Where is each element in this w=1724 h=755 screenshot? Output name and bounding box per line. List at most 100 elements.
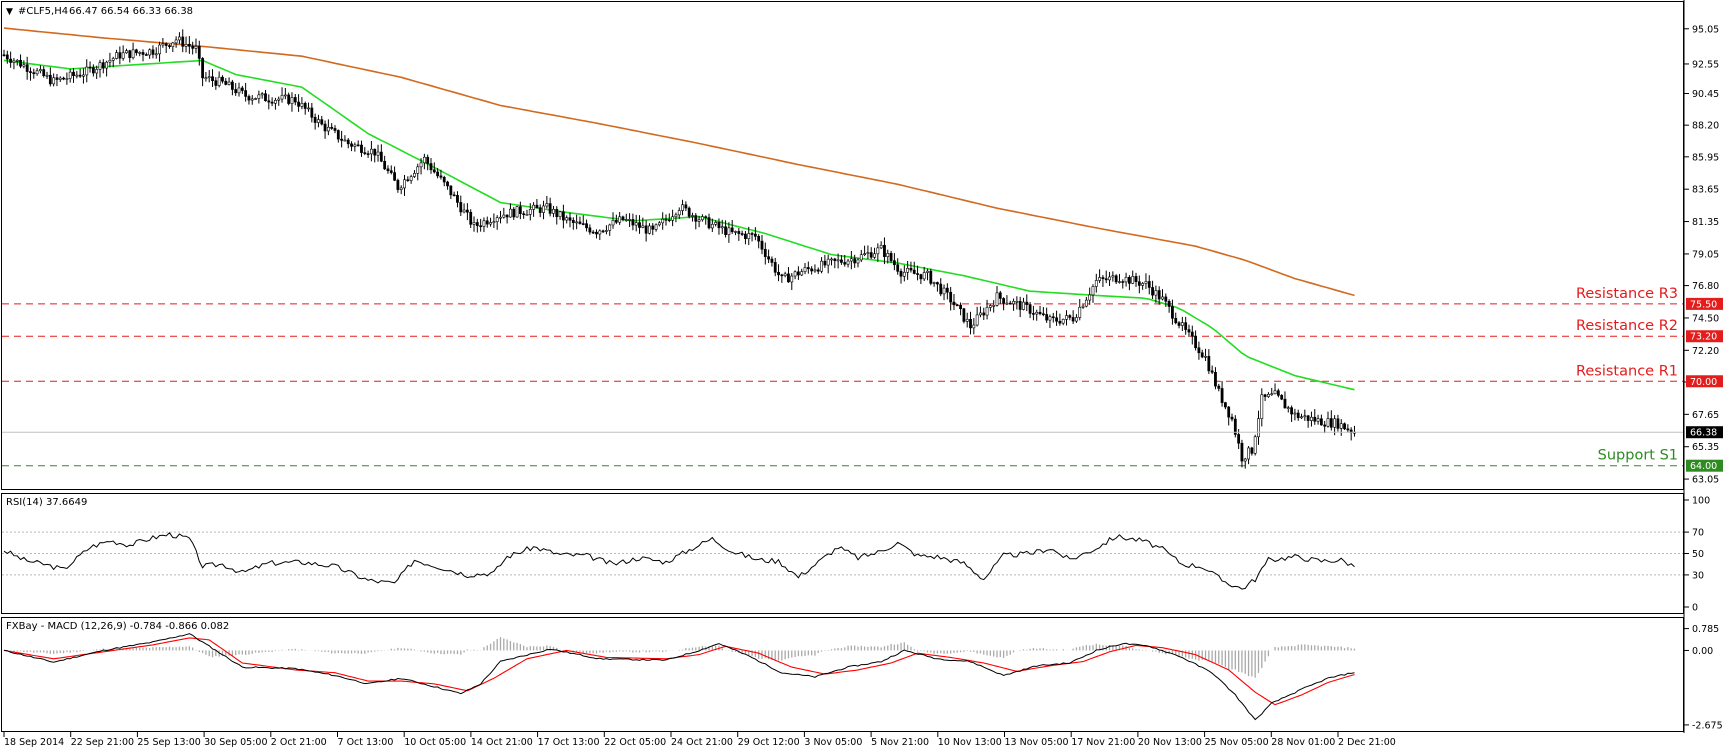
candle-body bbox=[383, 160, 387, 170]
candle-body bbox=[201, 58, 205, 79]
candle-body bbox=[340, 138, 344, 141]
candle-body bbox=[1283, 398, 1287, 409]
macd-tick-label: -2.675 bbox=[1692, 720, 1723, 731]
candle-body bbox=[863, 253, 867, 255]
time-tick-label: 5 Nov 21:00 bbox=[871, 737, 929, 748]
candle-body bbox=[108, 60, 112, 63]
candle-body bbox=[644, 225, 648, 234]
time-axis: 18 Sep 2014 22 Sep 21:00 25 Sep 13:00 30 Se… bbox=[3, 732, 1396, 748]
current-price-label: 66.38 bbox=[1690, 428, 1717, 439]
candle-body bbox=[1167, 300, 1171, 307]
candle-body bbox=[386, 168, 390, 172]
candle-body bbox=[1177, 322, 1181, 326]
candle-body bbox=[1048, 316, 1052, 321]
candle-body bbox=[370, 148, 373, 155]
candle-body bbox=[161, 43, 165, 46]
candle-body bbox=[588, 227, 592, 233]
candle-body bbox=[1121, 281, 1125, 283]
candle-body bbox=[148, 49, 152, 56]
candle-body bbox=[899, 271, 903, 277]
candle-body bbox=[575, 221, 579, 224]
time-tick-label: 17 Nov 21:00 bbox=[1071, 737, 1135, 748]
candle-body bbox=[1267, 394, 1270, 397]
macd-title: FXBay - MACD (12,26,9) -0.784 -0.866 0.0… bbox=[6, 621, 229, 632]
candle-body bbox=[118, 52, 122, 59]
candle-body bbox=[979, 312, 982, 316]
candle-body bbox=[757, 235, 761, 242]
candle-body bbox=[840, 259, 843, 263]
candle-body bbox=[528, 209, 532, 215]
candle-body bbox=[45, 74, 49, 77]
candle-body bbox=[1326, 418, 1330, 427]
candle-body bbox=[141, 52, 145, 55]
candle-body bbox=[214, 80, 218, 86]
candle-body bbox=[154, 53, 158, 56]
candle-body bbox=[88, 66, 92, 69]
candle-body bbox=[419, 162, 423, 168]
candle-body bbox=[426, 156, 430, 164]
candle-body bbox=[307, 107, 310, 110]
candle-body bbox=[366, 153, 370, 155]
candle-body bbox=[25, 64, 29, 72]
level-name: Resistance R2 bbox=[1576, 318, 1678, 334]
time-tick-label: 25 Sep 13:00 bbox=[137, 737, 200, 748]
price-tick-label: 63.05 bbox=[1692, 475, 1719, 486]
candle-body bbox=[111, 58, 115, 61]
candle-body bbox=[191, 46, 195, 49]
time-tick-label: 20 Nov 13:00 bbox=[1138, 737, 1202, 748]
candle-body bbox=[479, 225, 483, 228]
time-tick-label: 22 Oct 05:00 bbox=[604, 737, 666, 748]
candle-body bbox=[793, 271, 797, 277]
candle-body bbox=[350, 143, 353, 147]
candle-body bbox=[1075, 317, 1078, 322]
candle-body bbox=[542, 205, 545, 213]
candle-body bbox=[535, 204, 539, 208]
candle-body bbox=[1310, 416, 1313, 421]
candle-body bbox=[1081, 305, 1085, 308]
candle-body bbox=[356, 144, 360, 147]
candle-body bbox=[1200, 352, 1204, 358]
candle-body bbox=[631, 219, 635, 226]
candle-body bbox=[1041, 313, 1045, 316]
candle-body bbox=[62, 77, 65, 80]
candle-body bbox=[657, 222, 661, 226]
candle-body bbox=[912, 269, 916, 274]
candle-body bbox=[1084, 299, 1088, 307]
triangle-down-icon[interactable]: ▼ bbox=[6, 7, 13, 17]
candle-body bbox=[810, 268, 814, 272]
candle-body bbox=[58, 77, 62, 80]
price-tick-label: 76.80 bbox=[1692, 281, 1719, 292]
candle-body bbox=[247, 96, 251, 101]
current-price-badge bbox=[1686, 426, 1723, 439]
candle-body bbox=[876, 247, 880, 255]
candle-body bbox=[522, 213, 526, 215]
candle-body bbox=[244, 90, 248, 97]
candle-body bbox=[763, 248, 767, 257]
candle-body bbox=[873, 253, 876, 258]
candle-body bbox=[293, 97, 297, 103]
candle-body bbox=[1214, 372, 1217, 387]
candle-body bbox=[1032, 313, 1035, 315]
time-tick-label: 2 Dec 21:00 bbox=[1338, 737, 1396, 748]
candle-body bbox=[750, 233, 754, 235]
candle-body bbox=[456, 195, 459, 203]
candle-body bbox=[896, 264, 900, 272]
candle-body bbox=[48, 74, 52, 85]
candle-body bbox=[317, 119, 320, 123]
candle-body bbox=[1237, 434, 1241, 444]
candle-body bbox=[1088, 294, 1092, 301]
candle-body bbox=[965, 318, 969, 322]
candle-body bbox=[211, 76, 214, 81]
candle-body bbox=[1257, 418, 1260, 438]
candle-body bbox=[1141, 283, 1145, 286]
candle-body bbox=[303, 103, 307, 109]
candle-body bbox=[803, 267, 807, 272]
candle-body bbox=[988, 305, 992, 308]
candle-body bbox=[641, 225, 645, 228]
candle-body bbox=[909, 267, 913, 271]
candle-body bbox=[1319, 418, 1323, 426]
candle-body bbox=[694, 215, 698, 222]
candle-body bbox=[164, 43, 168, 46]
candle-body bbox=[98, 62, 102, 70]
